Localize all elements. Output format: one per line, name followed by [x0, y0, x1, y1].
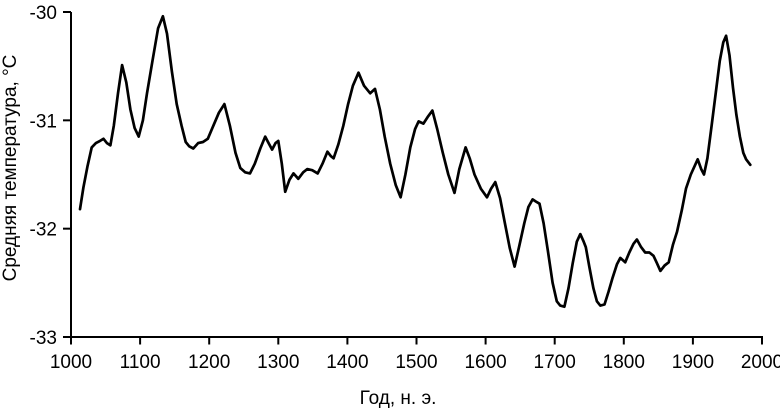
tick-labels: 1000 1100 1200 1300 1400 1500 1600 1700 1800 1900… — [30, 3, 780, 373]
x-tick-label: 1100 — [120, 352, 161, 373]
x-tick-label: 1400 — [326, 352, 368, 373]
x-tick-label: 1700 — [534, 352, 576, 373]
axes — [70, 12, 763, 338]
x-tick-label: 1300 — [257, 352, 299, 373]
y-tick-label: -33 — [30, 328, 57, 349]
x-tick-label: 2000 — [741, 352, 780, 373]
x-tick-label: 1200 — [188, 352, 230, 373]
temperature-line — [78, 14, 752, 309]
x-axis-title: Год, н. э. — [360, 388, 437, 408]
y-tick-label: -30 — [30, 3, 57, 24]
x-tick-label: 1800 — [603, 352, 645, 373]
data-series — [78, 14, 752, 309]
x-tick-label: 1500 — [395, 352, 437, 373]
axis-ticks — [63, 11, 763, 345]
x-tick-label: 1900 — [672, 352, 714, 373]
x-tick-label: 1000 — [50, 352, 92, 373]
y-tick-label: -32 — [30, 220, 57, 241]
y-axis-title: Средняя температура, °C — [0, 55, 21, 282]
x-tick-label: 1600 — [464, 352, 506, 373]
y-tick-label: -31 — [30, 111, 57, 132]
